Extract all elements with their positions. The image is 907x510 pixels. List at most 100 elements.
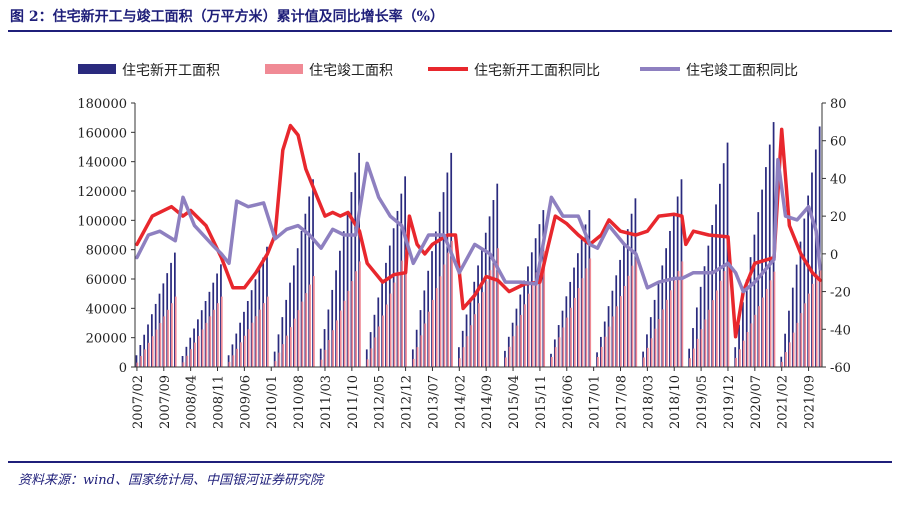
- starts-bar: [296, 248, 299, 367]
- top-rule: [8, 30, 892, 32]
- starts-bar: [365, 349, 368, 367]
- x-tick-label: 2020/07: [749, 375, 764, 429]
- completions-bar: [704, 319, 707, 367]
- completions-bar: [136, 362, 139, 367]
- completions-bar: [301, 301, 304, 367]
- completions-bar: [673, 280, 676, 367]
- y-left-tick-label: 100000: [77, 214, 127, 229]
- x-tick-label: 2011/03: [319, 375, 334, 429]
- completions-bar: [742, 340, 745, 367]
- completions-bar: [669, 290, 672, 367]
- completions-bar: [190, 349, 192, 367]
- completions-bar: [620, 296, 622, 367]
- y-right-tick-label: -20: [830, 286, 851, 301]
- completions-bar: [447, 252, 450, 367]
- x-tick-label: 2021/02: [776, 375, 791, 429]
- completions-bar: [681, 261, 684, 367]
- completions-bar: [378, 326, 381, 367]
- completions-bar: [765, 288, 768, 367]
- completions-bar: [658, 319, 661, 367]
- starts-bar: [289, 282, 291, 367]
- completions-bar: [508, 346, 511, 367]
- x-tick-label: 2008/11: [212, 375, 227, 429]
- starts-bar: [799, 241, 802, 367]
- completions-bar: [811, 283, 814, 367]
- completions-bar: [635, 255, 638, 367]
- completions-bar: [201, 329, 204, 367]
- starts-bar: [342, 231, 345, 367]
- starts-bar: [292, 265, 295, 367]
- completions-bar: [554, 347, 557, 367]
- x-tick-label: 2012/12: [400, 375, 415, 429]
- completions-bar: [788, 342, 791, 367]
- completions-bar: [462, 347, 465, 367]
- y-right-tick-label: 0: [830, 248, 838, 263]
- completions-bar: [781, 361, 783, 367]
- completions-bar: [205, 322, 208, 367]
- x-tick-label: 2010/01: [265, 375, 280, 429]
- completions-bar: [796, 322, 799, 367]
- completions-bar: [355, 271, 357, 367]
- completions-bar: [512, 336, 515, 367]
- x-tick-label: 2019/05: [695, 375, 710, 429]
- starts-bar: [630, 213, 633, 367]
- legend: 住宅新开工面积 住宅竣工面积 住宅新开工面积同比 住宅竣工面积同比: [78, 63, 798, 79]
- completions-bar: [182, 362, 185, 367]
- lines: [135, 123, 822, 339]
- starts-bar: [231, 344, 234, 367]
- y-left-tick-label: 80000: [86, 244, 127, 259]
- starts-bar: [350, 192, 353, 367]
- starts-bar: [611, 290, 614, 367]
- completions-bar: [324, 349, 327, 367]
- completions-bar: [435, 288, 438, 367]
- completions-bar: [255, 316, 258, 367]
- completions-bar: [535, 272, 538, 367]
- starts-bar: [738, 324, 740, 367]
- completions-bar: [693, 348, 695, 367]
- starts-bar: [703, 266, 706, 367]
- y-right-tick-label: 20: [830, 210, 847, 225]
- starts-bar: [742, 302, 744, 367]
- starts-bar: [814, 149, 817, 367]
- completions-bar: [577, 288, 580, 367]
- completions-bar: [773, 271, 776, 367]
- completions-bar: [309, 284, 311, 367]
- x-tick-label: 2008/04: [185, 375, 200, 429]
- starts-bar: [707, 245, 710, 367]
- completions-bar: [144, 349, 146, 367]
- y-right-tick-label: 80: [830, 97, 847, 112]
- starts-bar: [174, 252, 176, 367]
- completions-bar: [616, 306, 618, 367]
- completions-bar: [259, 309, 262, 367]
- completions-bar: [466, 336, 469, 367]
- completions-bar: [531, 283, 534, 367]
- completions-bar: [159, 323, 162, 367]
- completions-bar: [167, 309, 169, 367]
- axes: 0 20000 40000 60000 80000 100000 120000 140000 1…: [77, 97, 851, 429]
- completions-bar: [382, 315, 384, 367]
- completions-bar: [804, 303, 807, 367]
- completions-bar: [209, 316, 212, 367]
- completions-bar: [228, 361, 231, 367]
- completions-bar: [750, 323, 753, 367]
- completions-bar: [347, 290, 350, 367]
- completions-bar: [424, 323, 427, 367]
- chart: 住宅新开工面积 住宅竣工面积 住宅新开工面积同比 住宅竣工面积同比 020000400…: [77, 63, 851, 429]
- completions-bar: [305, 293, 308, 367]
- legend-item: 住宅竣工面积同比: [640, 63, 798, 79]
- completions-bar: [240, 342, 242, 367]
- completions-bar: [716, 290, 718, 367]
- completions-bar: [282, 344, 285, 367]
- starts-bar: [761, 189, 763, 367]
- completions-bar: [574, 297, 576, 367]
- x-tick-label: 2007/09: [158, 375, 173, 429]
- starts-bar: [711, 225, 714, 367]
- completions-bar: [677, 271, 680, 367]
- starts-bar: [158, 293, 161, 367]
- starts-bar: [385, 262, 387, 367]
- starts-bar: [753, 234, 756, 367]
- completions-bar: [293, 318, 296, 367]
- starts-bar: [496, 183, 499, 367]
- starts-bar: [154, 303, 157, 367]
- completions-bar: [412, 358, 415, 367]
